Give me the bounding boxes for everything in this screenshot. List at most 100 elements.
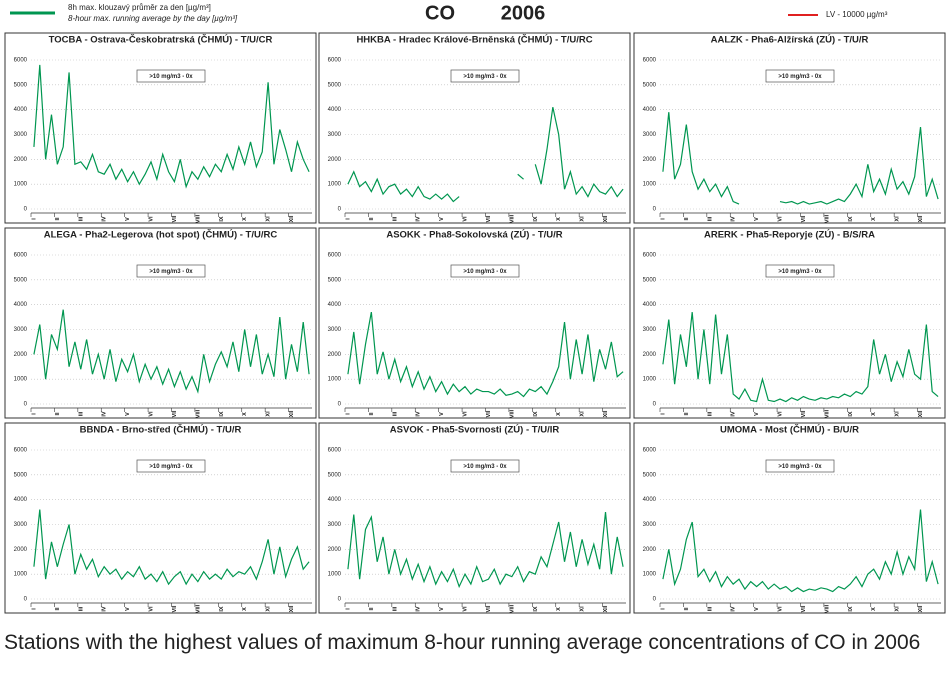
x-tick-label: IV — [731, 411, 737, 417]
x-tick-label: XII — [918, 410, 924, 417]
x-tick-label: II — [369, 217, 375, 221]
panel-title: ALEGA - Pha2-Legerova (hot spot) (ČHMÚ) … — [44, 229, 278, 241]
annotation-box — [765, 264, 835, 278]
x-tick-label: II — [369, 607, 375, 611]
x-tick-label: VIII — [824, 409, 830, 418]
y-tick-label: 5000 — [14, 82, 28, 88]
annotation-box — [450, 264, 520, 278]
panel: BBNDA - Brno-střed (ČHMÚ) - T/U/R 0 1000 20… — [4, 422, 317, 614]
x-tick-label: II — [55, 607, 61, 611]
x-tick-label: IV — [416, 216, 422, 222]
panel: ARERK - Pha5-Reporyje (ZÚ) - B/S/RA 0 1000… — [633, 227, 946, 419]
y-tick-label: 1000 — [328, 377, 342, 383]
y-tick-label: 6000 — [643, 448, 657, 454]
x-tick-label: XI — [580, 606, 586, 612]
data-line — [347, 312, 624, 398]
x-tick-label: V — [125, 217, 131, 221]
annotation-box — [136, 264, 206, 278]
x-tick-label: IX — [533, 411, 539, 417]
panel: HHKBA - Hradec Králové-Brněnská (ČHMÚ) -… — [318, 32, 631, 224]
x-tick-label: XII — [918, 605, 924, 612]
x-tick-label: V — [754, 217, 760, 221]
x-tick-label: IV — [102, 606, 108, 612]
y-tick-label: 0 — [338, 597, 342, 603]
data-line — [779, 126, 939, 205]
panel-frame — [318, 227, 631, 419]
y-tick-label: 2000 — [643, 352, 657, 358]
panel-title: ASVOK - Pha5-Svornosti (ZÚ) - T/U/IR — [390, 424, 560, 436]
y-tick-label: 6000 — [328, 58, 342, 64]
y-tick-label: 1000 — [328, 182, 342, 188]
y-tick-label: 2000 — [328, 547, 342, 553]
y-tick-label: 4000 — [643, 302, 657, 308]
annotation: >10 mg/m3 - 0x — [149, 269, 193, 275]
x-tick-label: VI — [778, 216, 784, 222]
y-tick-label: 5000 — [328, 82, 342, 88]
x-tick-label: VII — [801, 215, 807, 222]
x-tick-label: IV — [416, 411, 422, 417]
y-tick-label: 5000 — [14, 472, 28, 478]
x-tick-label: IV — [731, 606, 737, 612]
y-tick-label: 3000 — [14, 327, 28, 333]
x-tick-label: VII — [486, 410, 492, 417]
x-tick-label: VI — [778, 411, 784, 417]
x-tick-label: X — [871, 217, 877, 221]
x-tick-label: III — [78, 606, 84, 611]
y-tick-label: 2000 — [328, 352, 342, 358]
x-tick-label: III — [78, 216, 84, 221]
x-tick-label: V — [125, 607, 131, 611]
x-tick-label: XI — [895, 411, 901, 417]
y-tick-label: 1000 — [328, 572, 342, 578]
x-tick-label: I — [660, 218, 666, 220]
x-tick-label: IV — [731, 216, 737, 222]
x-tick-label: VI — [149, 216, 155, 222]
x-tick-label: VI — [149, 411, 155, 417]
y-tick-label: 6000 — [328, 448, 342, 454]
x-tick-label: V — [439, 607, 445, 611]
x-tick-label: I — [345, 218, 351, 220]
panel-title: AALZK - Pha6-Alžírská (ZÚ) - T/U/R — [711, 34, 869, 46]
panel-frame — [4, 32, 317, 224]
x-tick-label: X — [556, 412, 562, 416]
y-tick-label: 1000 — [643, 377, 657, 383]
y-tick-label: 0 — [338, 207, 342, 213]
x-tick-label: VIII — [509, 214, 515, 223]
x-tick-label: I — [31, 608, 37, 610]
legend-label: LV - 10000 µg/m³ — [826, 10, 888, 19]
panel: UMOMA - Most (ČHMÚ) - B/U/R 0 1000 2000 3000… — [633, 422, 946, 614]
x-tick-label: V — [439, 412, 445, 416]
panel-title: HHKBA - Hradec Králové-Brněnská (ČHMÚ) -… — [356, 34, 592, 46]
x-tick-label: IX — [533, 606, 539, 612]
x-tick-label: X — [556, 607, 562, 611]
panel: TOCBA - Ostrava-Českobratrská (ČHMÚ) - T… — [4, 32, 317, 224]
x-tick-label: XI — [266, 411, 272, 417]
x-tick-label: II — [684, 607, 690, 611]
data-line — [662, 509, 939, 593]
x-tick-label: II — [684, 217, 690, 221]
annotation: >10 mg/m3 - 0x — [778, 269, 822, 275]
x-tick-label: IX — [219, 411, 225, 417]
x-tick-label: IX — [219, 606, 225, 612]
annotation: >10 mg/m3 - 0x — [463, 269, 507, 275]
y-tick-label: 3000 — [14, 132, 28, 138]
x-tick-label: XI — [580, 216, 586, 222]
y-tick-label: 2000 — [14, 157, 28, 163]
x-tick-label: VIII — [195, 214, 201, 223]
x-tick-label: V — [754, 412, 760, 416]
x-tick-label: IX — [848, 411, 854, 417]
x-tick-label: XII — [603, 410, 609, 417]
x-tick-label: IX — [219, 216, 225, 222]
panel-frame — [4, 422, 317, 614]
y-tick-label: 3000 — [14, 522, 28, 528]
y-tick-label: 5000 — [14, 277, 28, 283]
x-tick-label: XII — [289, 215, 295, 222]
y-tick-label: 1000 — [643, 182, 657, 188]
y-tick-label: 2000 — [643, 547, 657, 553]
y-tick-label: 4000 — [14, 107, 28, 113]
data-line — [347, 512, 624, 589]
x-tick-label: VII — [801, 410, 807, 417]
x-tick-label: V — [439, 217, 445, 221]
x-tick-label: X — [871, 412, 877, 416]
data-line — [662, 112, 740, 205]
panel-frame — [318, 32, 631, 224]
